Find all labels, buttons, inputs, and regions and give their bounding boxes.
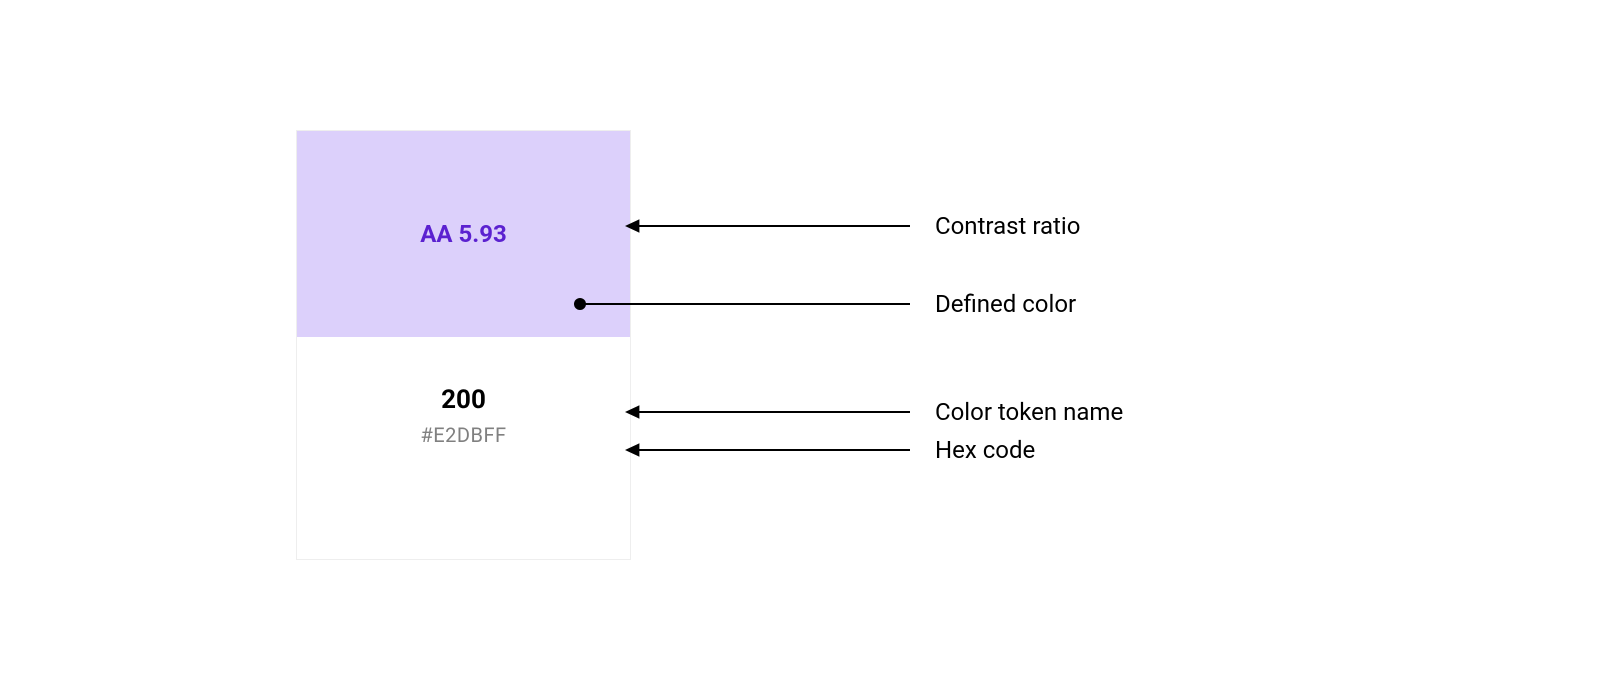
color-swatch: AA 5.93 xyxy=(297,131,630,337)
annotation-lines xyxy=(0,0,1606,682)
contrast-ratio-label: AA 5.93 xyxy=(420,220,506,248)
color-hex-code: #E2DBFF xyxy=(420,423,506,447)
color-swatch-card: AA 5.93 200 #E2DBFF xyxy=(296,130,631,560)
annotation-color-token-name: Color token name xyxy=(935,398,1123,426)
annotation-hex-code: Hex code xyxy=(935,436,1035,464)
annotation-defined-color: Defined color xyxy=(935,290,1076,318)
annotation-contrast-ratio: Contrast ratio xyxy=(935,212,1080,240)
swatch-meta: 200 #E2DBFF xyxy=(297,337,630,559)
color-token-name: 200 xyxy=(441,385,486,415)
